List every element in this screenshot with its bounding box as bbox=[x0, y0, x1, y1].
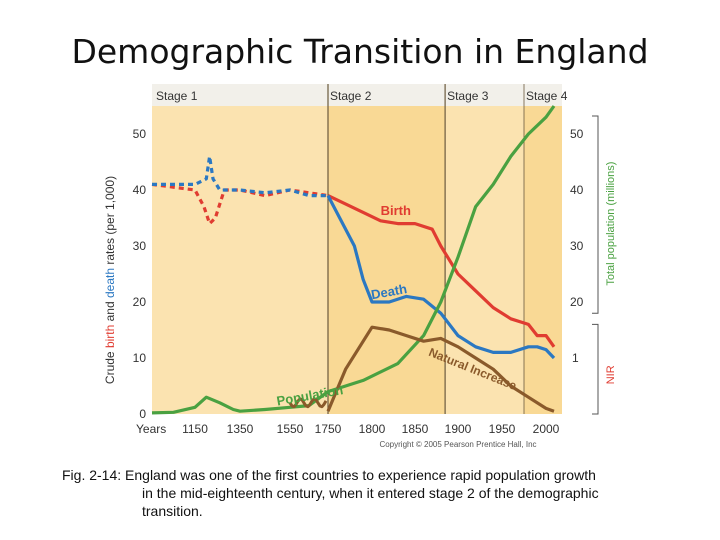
birth-line bbox=[327, 194, 556, 348]
right-tick-label: 40 bbox=[570, 183, 584, 197]
birth-curve-label: Birth bbox=[381, 203, 411, 218]
stage-label: Stage 1 bbox=[156, 89, 198, 103]
copyright-note: Copyright © 2005 Pearson Prentice Hall, … bbox=[379, 440, 536, 449]
caption-rest: in the mid-eighteenth century, when it e… bbox=[142, 485, 599, 519]
left-axis-label-part: death bbox=[103, 268, 117, 298]
figure-caption: Fig. 2-14: England was one of the first … bbox=[62, 466, 662, 520]
death-line bbox=[326, 194, 556, 360]
x-tick-label: 1150 bbox=[182, 422, 208, 436]
stage-4-band bbox=[524, 106, 562, 414]
right-tick-label: 50 bbox=[570, 127, 584, 141]
x-tick-label: 2000 bbox=[533, 422, 560, 436]
population-line bbox=[151, 105, 556, 415]
left-axis-label: Crude birth and death rates (per 1,000) bbox=[103, 176, 117, 384]
stage-header-band bbox=[152, 84, 562, 106]
caption-lead: Fig. 2-14: England was one of the first … bbox=[62, 467, 596, 483]
population-bracket bbox=[592, 115, 599, 314]
left-tick-label: 30 bbox=[133, 239, 147, 253]
x-tick-label: 1350 bbox=[227, 422, 254, 436]
nir-axis-label: NIR bbox=[605, 365, 617, 384]
right-tick-label: 30 bbox=[570, 239, 584, 253]
left-tick-label: 0 bbox=[139, 407, 146, 421]
right-tick-label: 20 bbox=[570, 295, 584, 309]
slide-title: Demographic Transition in England bbox=[71, 32, 649, 71]
x-tick-label: 1750 bbox=[315, 422, 342, 436]
left-axis-label-part: birth bbox=[103, 325, 117, 348]
x-tick-label: 1950 bbox=[489, 422, 516, 436]
left-axis-label-part: rates (per 1,000) bbox=[103, 176, 117, 268]
left-axis-label-part: Crude bbox=[103, 348, 117, 384]
stage-2-band bbox=[328, 106, 446, 414]
nir-bracket bbox=[592, 323, 599, 415]
left-tick-label: 20 bbox=[133, 295, 147, 309]
natural-increase-line-wavy bbox=[288, 397, 328, 409]
natural-increase-line bbox=[326, 325, 555, 413]
stage-label: Stage 2 bbox=[330, 89, 372, 103]
left-tick-label: 10 bbox=[133, 351, 147, 365]
x-axis-lead-label: Years bbox=[136, 422, 166, 436]
x-tick-label: 1850 bbox=[402, 422, 429, 436]
stage-label: Stage 3 bbox=[447, 89, 489, 103]
left-axis-label-part: and bbox=[103, 298, 117, 325]
death-curve-label: Death bbox=[370, 281, 408, 302]
left-tick-label: 50 bbox=[133, 127, 147, 141]
death-line-dashed bbox=[152, 154, 328, 198]
demographic-transition-chart: Stage 1 Stage 2 Stage 3 Stage 4 0 10 20 30 40 50 2… bbox=[103, 84, 617, 449]
right-tick-label: 1 bbox=[572, 351, 579, 365]
x-tick-label: 1550 bbox=[277, 422, 304, 436]
x-tick-label: 1900 bbox=[445, 422, 472, 436]
x-tick-label: 1800 bbox=[359, 422, 386, 436]
right-axis-label: Total population (millions) bbox=[605, 162, 617, 286]
left-tick-label: 40 bbox=[133, 183, 147, 197]
stage-label: Stage 4 bbox=[526, 89, 568, 103]
